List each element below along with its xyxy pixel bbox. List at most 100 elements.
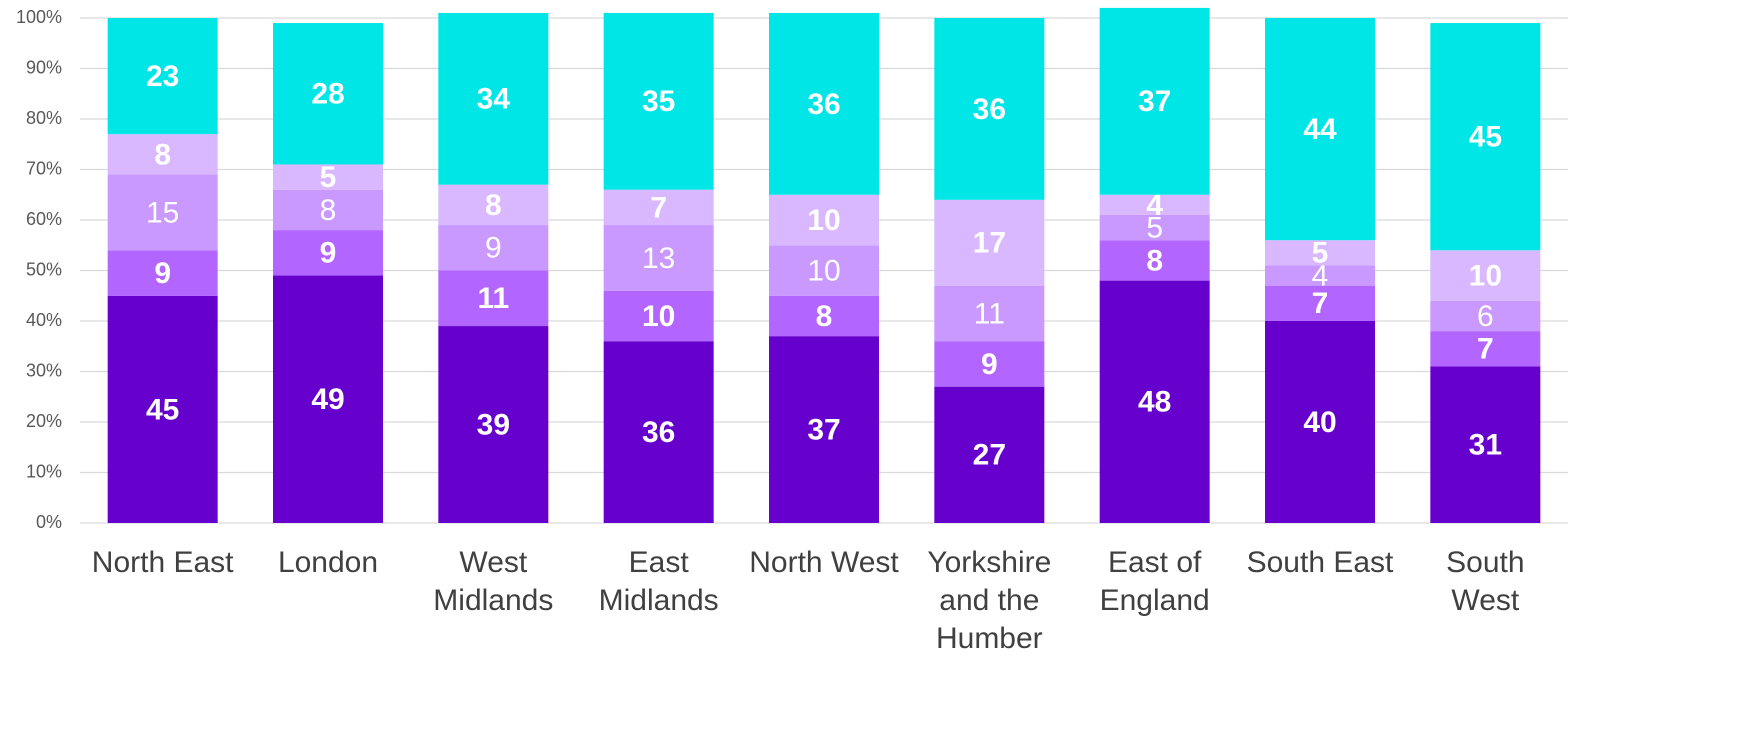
bar-segment	[769, 295, 879, 337]
data-label: 15	[146, 196, 179, 229]
y-tick-label: 80%	[26, 108, 62, 128]
bar-segment	[934, 341, 1045, 387]
x-tick-label: South West	[1446, 546, 1525, 617]
bar-segment	[107, 18, 218, 135]
y-tick-label: 90%	[26, 57, 62, 77]
y-tick-label: 100%	[16, 7, 62, 27]
bar-segment	[769, 245, 879, 296]
data-label: 5	[320, 161, 337, 194]
y-tick-label: 60%	[26, 209, 62, 229]
data-label: 7	[1312, 287, 1329, 320]
bar-segment	[1099, 7, 1210, 195]
bar-segment	[1430, 250, 1541, 301]
data-label: 36	[973, 93, 1006, 126]
data-label: 10	[642, 300, 675, 333]
data-label: 45	[146, 393, 179, 426]
bar-segment	[934, 18, 1045, 200]
x-tick-label: West Midlands	[433, 546, 554, 617]
bar-segment	[769, 336, 879, 523]
data-label: 9	[485, 232, 502, 265]
x-tick-label: Yorkshire and the Humber	[927, 546, 1052, 655]
bar-segment	[438, 270, 549, 327]
data-label: 9	[320, 237, 337, 270]
bar-segment	[1265, 240, 1375, 266]
y-tick-label: 0%	[36, 512, 62, 532]
bar-segment	[934, 285, 1045, 342]
bar-segment	[1099, 194, 1210, 215]
bar-segment	[107, 134, 218, 175]
x-tick-label: North West	[749, 546, 899, 579]
data-label: 7	[1477, 333, 1494, 366]
data-label: 4	[1146, 189, 1163, 222]
bar-segment	[603, 189, 714, 226]
bar-segment	[1265, 321, 1375, 523]
data-label: 8	[485, 189, 502, 222]
y-tick-label: 50%	[26, 259, 62, 279]
data-label: 8	[816, 300, 833, 333]
y-tick-label: 30%	[26, 360, 62, 380]
bar-segment	[1265, 265, 1375, 286]
data-label: 34	[477, 83, 511, 116]
bar-segment	[1265, 285, 1375, 321]
data-label: 44	[1303, 113, 1337, 146]
data-label: 8	[154, 138, 171, 171]
y-tick-label: 10%	[26, 461, 62, 481]
bar-segment	[603, 12, 714, 190]
data-label: 45	[1469, 121, 1502, 154]
bar-segment	[273, 275, 383, 523]
bar-segment	[438, 12, 549, 185]
data-label: 10	[807, 204, 840, 237]
data-label: 17	[973, 227, 1006, 260]
bar-segment	[273, 23, 383, 165]
bar-segment	[1430, 331, 1541, 367]
x-tick-label: London	[277, 546, 379, 579]
bar-segment	[769, 194, 879, 246]
data-label: 8	[320, 194, 337, 227]
bar-segment	[603, 341, 714, 523]
bar-segment	[1265, 18, 1375, 241]
bar-segment	[107, 250, 218, 296]
data-label: 36	[642, 416, 675, 449]
data-label: 6	[1477, 300, 1494, 333]
data-label: 10	[807, 254, 840, 287]
bar-segment	[1430, 300, 1541, 332]
bar-segment	[1099, 280, 1210, 523]
bar-segment	[438, 184, 549, 226]
x-tick-label: South East	[1246, 546, 1394, 579]
data-label: 31	[1469, 429, 1502, 462]
bar-segment	[1099, 240, 1210, 281]
bar-segment	[934, 199, 1045, 286]
bar-segment	[107, 174, 218, 251]
data-label: 4	[1312, 259, 1329, 292]
data-label: 23	[146, 60, 179, 93]
data-label: 39	[477, 408, 510, 441]
data-label: 36	[807, 88, 840, 121]
data-label: 11	[974, 297, 1005, 330]
data-label: 10	[1469, 259, 1502, 292]
bar-segment	[438, 225, 549, 271]
bar-segment	[273, 189, 383, 231]
y-tick-label: 40%	[26, 310, 62, 330]
y-tick-label: 20%	[26, 411, 62, 431]
data-label: 40	[1303, 406, 1336, 439]
y-tick-label: 70%	[26, 158, 62, 178]
data-label: 13	[642, 242, 675, 275]
data-label: 5	[1312, 237, 1329, 270]
data-label: 5	[1146, 211, 1163, 244]
data-label: 7	[650, 191, 667, 224]
data-label: 28	[311, 78, 344, 111]
data-label: 37	[807, 413, 840, 446]
x-tick-label: East of England	[1099, 546, 1210, 617]
data-label: 9	[981, 348, 998, 381]
bar-segment	[273, 164, 383, 190]
data-label: 9	[154, 257, 171, 290]
data-label: 49	[311, 383, 344, 416]
x-tick-label: East Midlands	[598, 546, 719, 617]
data-label: 8	[1146, 244, 1163, 277]
bar-segment	[934, 386, 1045, 523]
data-label: 48	[1138, 386, 1171, 419]
bar-segment	[603, 290, 714, 342]
bar-segment	[603, 225, 714, 291]
